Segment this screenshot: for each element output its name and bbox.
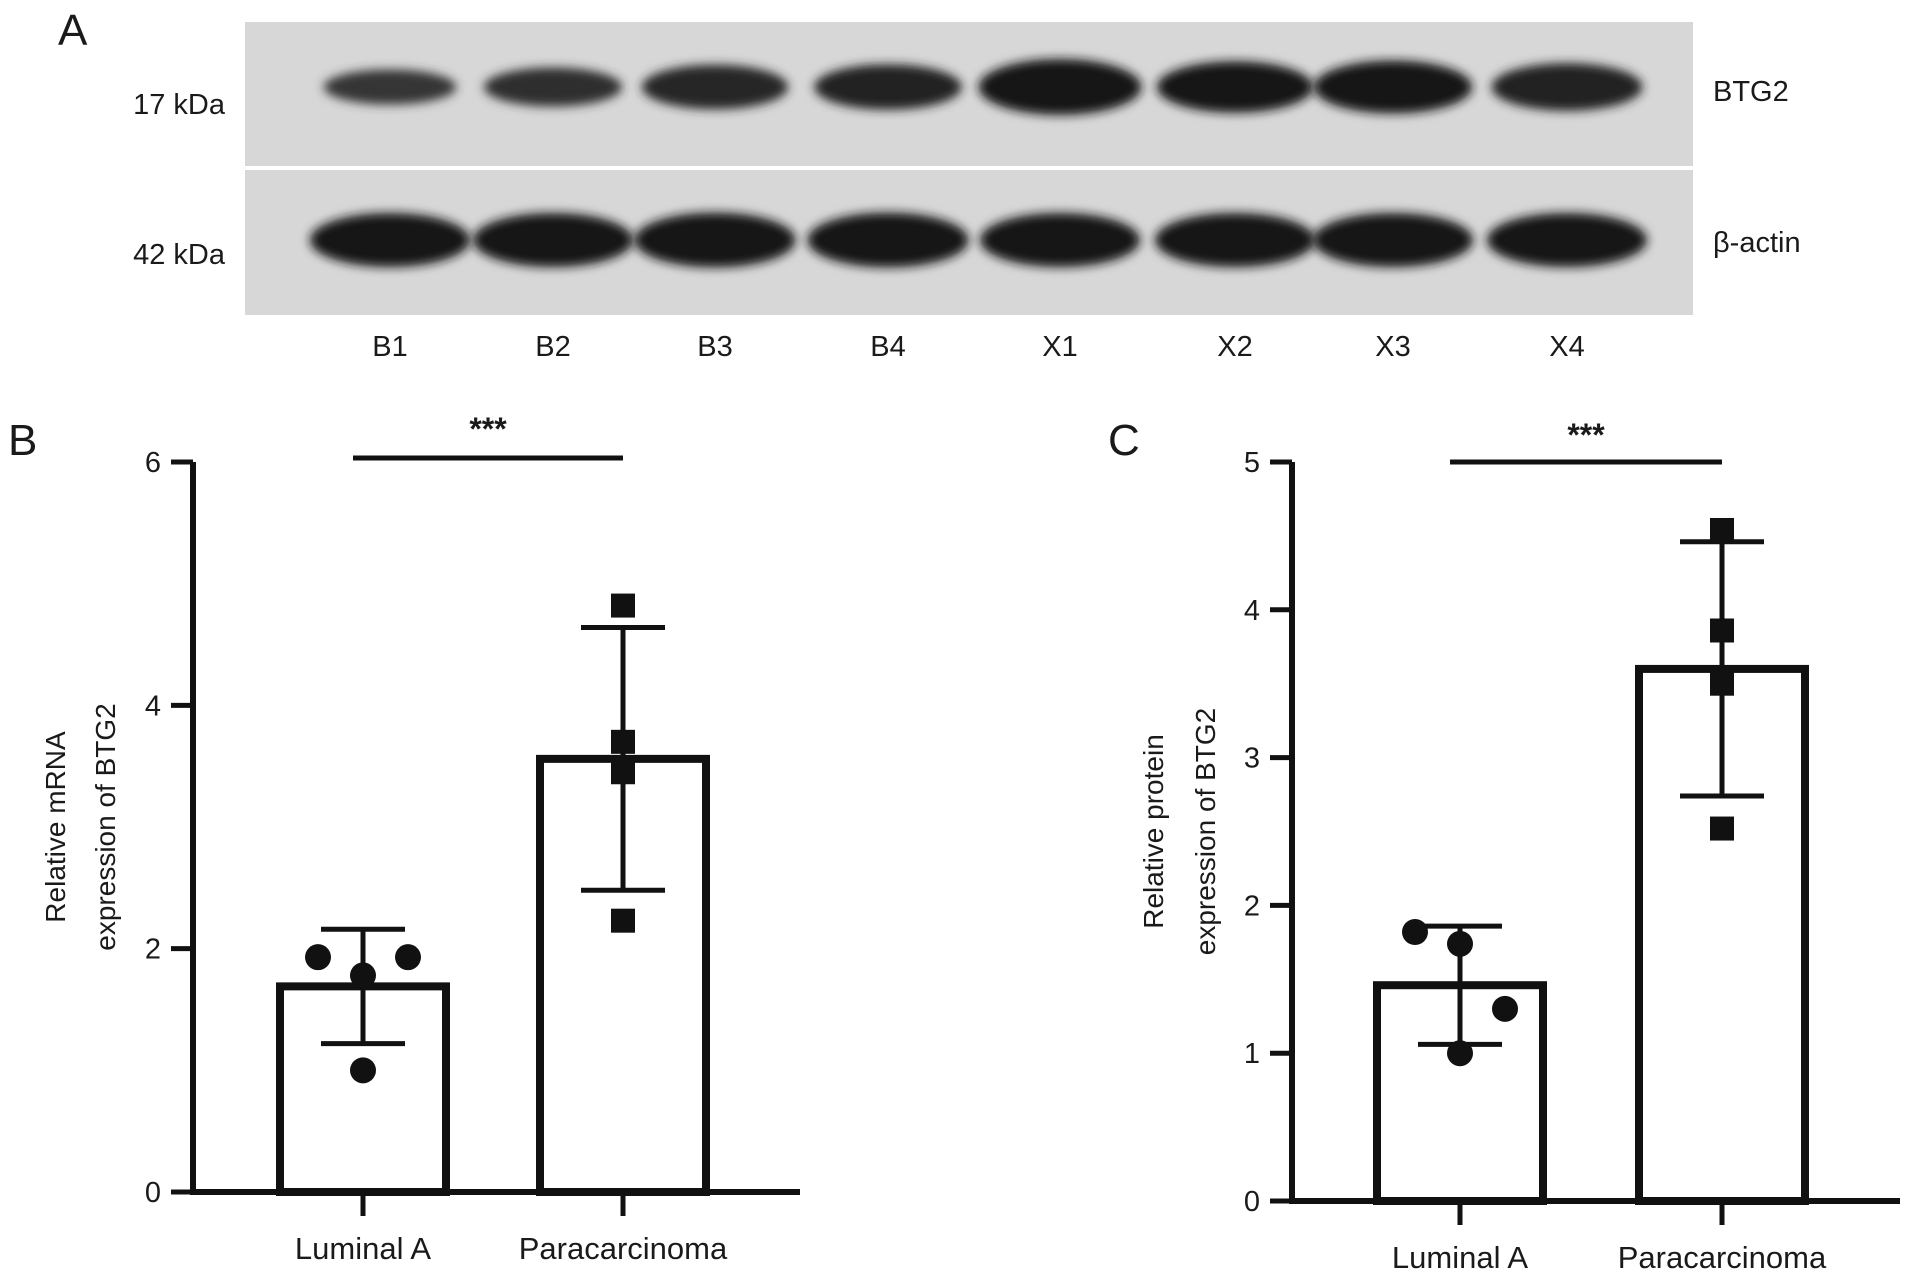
actin-bands (309, 212, 1648, 268)
y-tick-label: 6 (145, 447, 161, 479)
lane-label-B4: B4 (870, 331, 905, 363)
row-size-label-actin: 42 kDa (133, 239, 226, 271)
y-axis-title-line: expression of BTG2 (90, 703, 121, 950)
lane-label-B3: B3 (697, 331, 732, 363)
category-label: Luminal A (295, 1231, 431, 1266)
y-tick-label: 4 (1244, 595, 1260, 627)
band-actin-X1 (979, 212, 1141, 268)
lane-label-X4: X4 (1549, 331, 1584, 363)
y-tick-label: 5 (1244, 447, 1260, 479)
panel-a: A 17 kDa 42 kDa BTG2 β-actin B1 B2 B3 B4 X1 X… (58, 6, 1801, 363)
panel-c-chart: C 0 1 2 3 4 5 Relative protein expression of BT… (1108, 416, 1900, 1275)
data-point (350, 962, 376, 989)
panel-b-letter: B (8, 416, 37, 465)
panel-a-letter: A (58, 6, 88, 55)
row-protein-label-btg2: BTG2 (1713, 76, 1789, 108)
band-btg2-X2 (1156, 61, 1314, 113)
data-point (1710, 671, 1734, 696)
data-point (1710, 517, 1734, 542)
band-btg2-B3 (641, 64, 789, 110)
data-point (611, 908, 635, 933)
band-actin-X3 (1312, 212, 1474, 268)
data-point (1402, 919, 1428, 946)
y-tick-label: 3 (1244, 743, 1260, 775)
category-label: Paracarcinoma (519, 1231, 728, 1266)
y-tick-label: 2 (1244, 890, 1260, 922)
category-label: Luminal A (1392, 1240, 1528, 1275)
lane-label-B1: B1 (372, 331, 407, 363)
band-btg2-B4 (814, 64, 962, 110)
y-tick-label: 0 (1244, 1186, 1260, 1218)
data-point (1492, 995, 1518, 1022)
panel-c-letter: C (1108, 416, 1140, 465)
lane-labels: B1 B2 B3 B4 X1 X2 X3 X4 (372, 331, 1584, 363)
lane-label-B2: B2 (535, 331, 570, 363)
band-actin-X2 (1154, 212, 1316, 268)
y-tick-label: 0 (145, 1177, 161, 1209)
band-btg2-X4 (1491, 63, 1643, 111)
row-size-label-btg2: 17 kDa (133, 89, 226, 121)
category-label: Paracarcinoma (1618, 1240, 1827, 1275)
data-point (1447, 930, 1473, 957)
band-btg2-X3 (1313, 60, 1473, 114)
data-point (305, 944, 331, 971)
band-btg2-B1 (323, 69, 457, 105)
data-point (350, 1057, 376, 1084)
btg2-bands (323, 59, 1643, 115)
data-point (395, 944, 421, 971)
band-actin-B4 (807, 212, 969, 268)
band-actin-B1 (309, 212, 471, 268)
band-actin-B3 (634, 212, 796, 268)
blot-strip-btg2 (245, 22, 1693, 166)
data-point (611, 760, 635, 785)
band-actin-X4 (1486, 212, 1648, 268)
data-point (1447, 1040, 1473, 1067)
y-axis-title-line: Relative protein (1138, 734, 1169, 929)
data-point (1710, 816, 1734, 841)
band-btg2-B2 (483, 67, 623, 107)
lane-label-X3: X3 (1375, 331, 1410, 363)
data-point (611, 729, 635, 754)
row-protein-label-actin: β-actin (1713, 227, 1801, 259)
panel-b-chart: B 0 2 4 6 Relative mRNA expression of BTG2 Lum… (8, 411, 800, 1266)
lane-label-X2: X2 (1217, 331, 1252, 363)
y-tick-label: 1 (1244, 1038, 1260, 1070)
band-actin-B2 (472, 212, 634, 268)
y-axis-title-line: Relative mRNA (40, 731, 71, 923)
significance-stars: *** (1567, 417, 1605, 453)
significance-stars: *** (469, 411, 507, 447)
data-point (1710, 618, 1734, 643)
y-axis-title-line: expression of BTG2 (1190, 708, 1221, 955)
data-point (611, 593, 635, 618)
y-tick-label: 4 (145, 690, 161, 722)
band-btg2-X1 (978, 59, 1142, 115)
y-tick-label: 2 (145, 934, 161, 966)
lane-label-X1: X1 (1042, 331, 1077, 363)
